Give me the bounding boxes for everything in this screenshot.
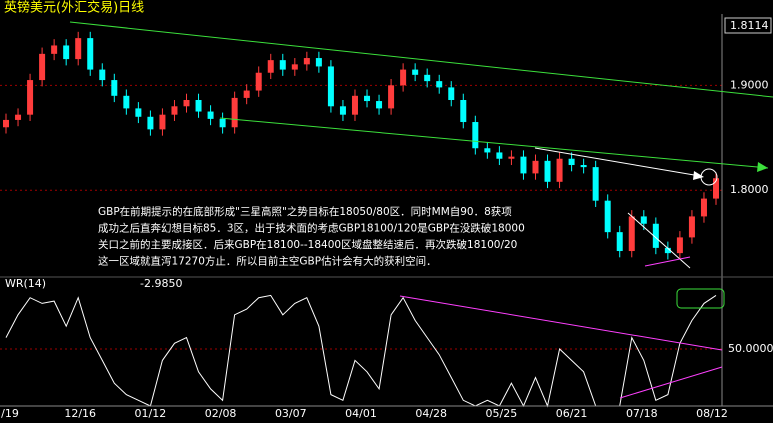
candle-body — [87, 38, 94, 70]
candle-body — [412, 69, 419, 75]
candle-body — [159, 114, 166, 130]
candle-body — [472, 122, 479, 149]
last-price: 1.8114 — [730, 19, 769, 32]
candle-body — [207, 111, 214, 119]
candle-body — [580, 165, 587, 168]
candle-body — [388, 85, 395, 109]
candle-body — [508, 156, 515, 159]
trend-line — [619, 366, 723, 399]
candle-body — [279, 60, 286, 70]
candle-body — [351, 95, 358, 115]
candle-body — [183, 100, 190, 107]
x-tick-label: 01/12 — [135, 407, 167, 420]
plot-layer — [0, 31, 722, 408]
candle-body — [364, 95, 371, 102]
candle-body — [616, 232, 623, 252]
candle-body — [376, 101, 383, 109]
candle-body — [267, 60, 274, 73]
candle-body — [243, 90, 250, 98]
candle-body — [171, 106, 178, 115]
candle-body — [27, 80, 34, 115]
x-tick-label: 06/21 — [556, 407, 588, 420]
x-tick-label: 05/25 — [486, 407, 518, 420]
candle-body — [520, 156, 527, 174]
candle-body — [484, 148, 491, 153]
candle-body — [123, 95, 130, 109]
candle-body — [592, 167, 599, 201]
chart-title: 英镑美元(外汇交易)日线 — [4, 0, 144, 16]
candle-body — [652, 223, 659, 248]
candle-body — [424, 74, 431, 82]
candle-body — [688, 216, 695, 238]
indicator-value: -2.9850 — [140, 277, 182, 290]
candle-body — [436, 81, 443, 88]
annotation: 关口之前的主要成接区．后来GBP在18100--18400区域盘整结速后．再次跌… — [98, 238, 517, 251]
candle-body — [39, 53, 46, 81]
y-tick-label: 1.9000 — [730, 78, 769, 91]
candle-body — [147, 116, 154, 130]
y-tick-label: 50.0000 — [728, 342, 773, 355]
candle-body — [15, 114, 22, 120]
trend-line — [644, 256, 691, 267]
trend-line — [219, 117, 769, 169]
candle-body — [339, 106, 346, 115]
candle-body — [231, 97, 238, 128]
candle-body — [195, 100, 202, 112]
indicator-name: WR(14) — [5, 277, 46, 290]
candle-body — [303, 58, 310, 65]
trend-line — [534, 147, 701, 177]
candle-body — [111, 80, 118, 96]
x-tick-label: 04/28 — [415, 407, 447, 420]
candle-body — [255, 72, 262, 91]
y-tick-label: 1.8000 — [730, 183, 769, 196]
candle-body — [51, 45, 58, 54]
x-tick-label: 02/08 — [205, 407, 237, 420]
arrow-head — [757, 162, 768, 172]
candle-body — [99, 69, 106, 81]
candle-body — [291, 64, 298, 70]
x-tick-label: 08/12 — [696, 407, 728, 420]
candle-body — [556, 158, 563, 182]
candle-body — [628, 216, 635, 252]
x-tick-label: 03/07 — [275, 407, 307, 420]
candle-body — [532, 160, 539, 174]
trend-line — [69, 21, 773, 98]
annotation: GBP在前期提示的在底部形成"三星高照"之势目标在18050/80区．同时MM自… — [98, 205, 512, 218]
candle-body — [496, 152, 503, 159]
candle-body — [75, 38, 82, 60]
candle-body — [400, 69, 407, 86]
trend-line — [399, 295, 723, 351]
candle-body — [713, 178, 719, 199]
candle-body — [664, 247, 671, 254]
candle-body — [676, 237, 683, 254]
candle-body — [135, 108, 142, 117]
candle-body — [219, 118, 226, 128]
x-tick-label: 07/18 — [626, 407, 658, 420]
candle-body — [315, 58, 322, 67]
highlight-box — [676, 288, 725, 309]
candle-body — [3, 119, 9, 128]
last-price-box — [724, 17, 772, 34]
candle-body — [544, 160, 551, 182]
annotation: 成功之后直奔幻想目标85．3区，出于技术面的考虑GBP18100/120是GBP… — [98, 222, 525, 235]
candle-body — [63, 45, 70, 60]
candle-body — [700, 198, 707, 217]
x-tick-label: /19 — [1, 407, 19, 420]
x-tick-label: 12/16 — [64, 407, 96, 420]
highlight-circle — [700, 168, 718, 186]
candle-body — [327, 66, 334, 107]
candle-body — [448, 87, 455, 100]
candle-body — [460, 100, 467, 123]
annotation: 这一区域就直泻17270方止．所以目前主空GBP估计会有大的获利空间． — [98, 255, 437, 268]
candle-body — [568, 158, 575, 166]
x-tick-label: 04/01 — [345, 407, 377, 420]
candle-body — [640, 216, 647, 224]
candle-body — [604, 200, 611, 233]
